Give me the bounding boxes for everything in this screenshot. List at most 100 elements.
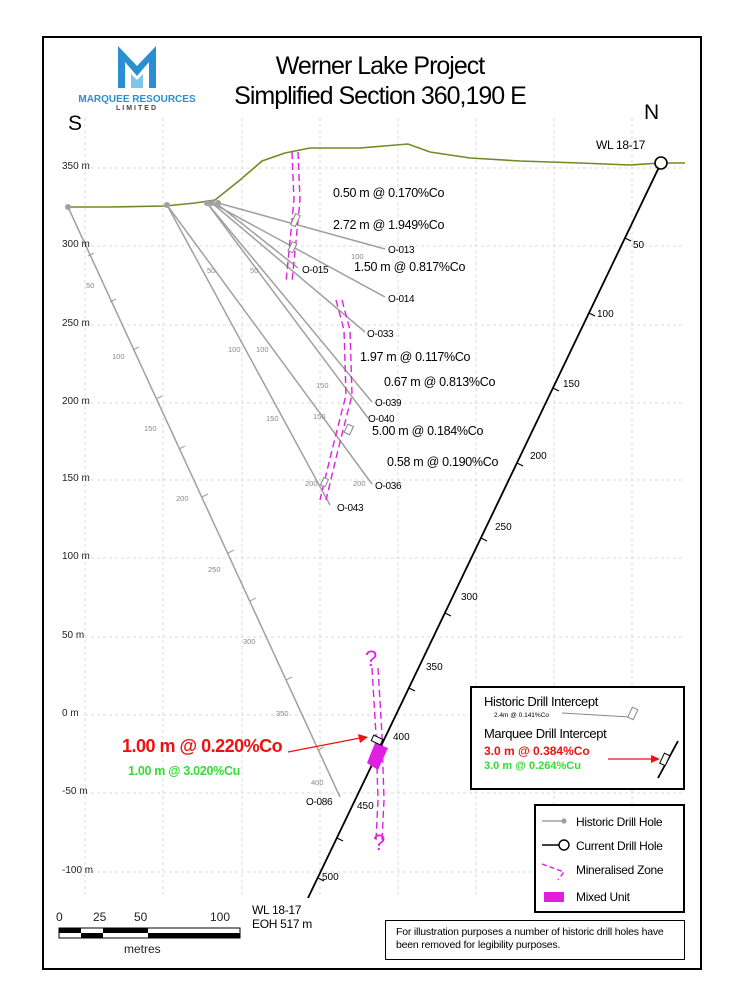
current-depth-tick: 400	[393, 732, 410, 743]
elevation-label: 0 m	[62, 708, 79, 719]
legend-mixed-unit: Mixed Unit	[576, 890, 630, 904]
hole-label-o-036: O-036	[375, 481, 402, 492]
current-hole-collar-icon	[654, 156, 668, 170]
scale-label: 25	[93, 910, 107, 924]
current-hole-eoh-label: EOH 517 m	[252, 917, 312, 931]
current-depth-tick: 250	[495, 522, 512, 533]
hole-label-o-043: O-043	[337, 503, 364, 514]
hole-label-o-033: O-033	[367, 329, 394, 340]
historic-depth-tick: 50	[250, 266, 259, 275]
scale-label: 100	[210, 910, 231, 924]
historic-depth-tick: 400	[311, 778, 324, 787]
elevation-label: 350 m	[62, 161, 90, 172]
scale-label: 50	[134, 910, 148, 924]
marquee-intercept-cu: 1.00 m @ 3.020%Cu	[128, 764, 241, 778]
legend-marquee-cu: 3.0 m @ 0.264%Cu	[484, 760, 581, 772]
current-depth-tick: 150	[563, 379, 580, 390]
intercept-label: 0.50 m @ 0.170%Co	[333, 186, 445, 200]
page-title: Werner Lake Project	[275, 52, 485, 80]
current-depth-tick: 350	[426, 662, 443, 673]
current-depth-tick: 450	[357, 801, 374, 812]
current-depth-tick: 500	[322, 872, 339, 883]
current-hole-collar-label: WL 18-17	[596, 138, 646, 152]
question-mark-bottom: ?	[373, 830, 386, 855]
hole-label-o-013: O-013	[388, 245, 415, 256]
marquee-intercept-marker	[370, 734, 384, 746]
current-drill-hole-trace	[307, 162, 662, 899]
elevation-label: 50 m	[62, 630, 85, 641]
historic-depth-tick: 50	[207, 266, 216, 275]
intercept-label: 1.97 m @ 0.117%Co	[360, 350, 471, 364]
historic-depth-tick: 200	[305, 479, 318, 488]
legend-marquee-intercept-title: Marquee Drill Intercept	[484, 726, 607, 741]
legend-marquee-co: 3.0 m @ 0.384%Co	[484, 744, 590, 758]
hole-label-o-015: O-015	[302, 265, 329, 276]
legend-current-hole: Current Drill Hole	[576, 839, 663, 853]
historic-hole-o-014	[211, 202, 386, 298]
intercept-label: 1.50 m @ 0.817%Co	[354, 260, 466, 274]
intercept-legend-box: Historic Drill Intercept 2.4m @ 0.141%Co…	[470, 686, 685, 790]
elevation-label: 300 m	[62, 239, 90, 250]
logo-company-name: MARQUEE RESOURCES	[78, 94, 196, 105]
historic-hole-o-013	[217, 202, 386, 250]
legend-box: Historic Drill Hole Current Drill Hole M…	[534, 804, 685, 913]
historic-ticks	[87, 252, 325, 751]
hole-label-o-014: O-014	[388, 294, 415, 305]
intercept-label: 0.58 m @ 0.190%Co	[387, 455, 499, 469]
historic-intercept-markers	[287, 213, 355, 488]
mixed-unit-body	[367, 743, 388, 770]
historic-depth-tick: 100	[256, 345, 269, 354]
historic-depth-tick: 100	[228, 345, 241, 354]
historic-hole-o-015	[215, 202, 299, 269]
hole-label-o-040: O-040	[368, 414, 395, 425]
direction-south: S	[68, 112, 83, 135]
callout-arrow	[287, 737, 361, 753]
legend-historic-intercept-title: Historic Drill Intercept	[484, 694, 598, 709]
historic-depth-tick: 300	[243, 637, 256, 646]
scale-label: 0	[56, 910, 63, 924]
intercept-label: 0.67 m @ 0.813%Co	[384, 375, 496, 389]
direction-north: N	[644, 101, 660, 124]
intercept-label: 5.00 m @ 0.184%Co	[372, 424, 484, 438]
historic-depth-tick: 150	[144, 424, 157, 433]
historic-depth-tick: 200	[353, 479, 366, 488]
elevation-label: 250 m	[62, 318, 90, 329]
historic-depth-tick: 150	[313, 412, 326, 421]
elevation-label: 100 m	[62, 551, 90, 562]
mineralised-zones	[285, 151, 385, 841]
historic-hole-o-036	[166, 204, 373, 485]
elevation-label: 150 m	[62, 473, 90, 484]
current-hole-end-label: WL 18-17	[252, 903, 302, 917]
elevation-label: 200 m	[62, 396, 90, 407]
hole-label-o-039: O-039	[375, 398, 402, 409]
note-text: For illustration purposes a number of hi…	[396, 926, 664, 951]
historic-hole-o-043	[166, 204, 331, 506]
elevation-label: -50 m	[62, 786, 88, 797]
legend-mineralised-zone: Mineralised Zone	[576, 863, 664, 877]
intercept-legend-symbols	[561, 706, 679, 779]
intercept-label: 2.72 m @ 1.949%Co	[333, 218, 445, 232]
historic-depth-tick: 150	[316, 381, 329, 390]
legend-historic-hole: Historic Drill Hole	[576, 815, 663, 829]
historic-hole-o-086	[67, 206, 341, 798]
question-mark-top: ?	[365, 646, 378, 671]
hole-label-o-086: O-086	[306, 797, 333, 808]
current-depth-tick: 100	[597, 309, 614, 320]
logo-subtitle: LIMITED	[116, 105, 158, 112]
historic-collars	[65, 200, 221, 210]
historic-depth-tick: 100	[351, 252, 364, 261]
legend-symbols	[541, 818, 570, 902]
scale-unit: metres	[124, 942, 161, 956]
historic-depth-tick: 200	[176, 494, 189, 503]
map-frame	[42, 36, 702, 970]
scale-bar	[58, 927, 241, 939]
historic-depth-tick: 150	[266, 414, 279, 423]
note-box: For illustration purposes a number of hi…	[385, 920, 685, 960]
current-depth-tick: 200	[530, 451, 547, 462]
current-depth-tick: 300	[461, 592, 478, 603]
page-subtitle: Simplified Section 360,190 E	[234, 82, 527, 110]
historic-drill-holes	[67, 202, 386, 798]
historic-depth-tick: 250	[208, 565, 221, 574]
logo-mark	[118, 46, 156, 88]
